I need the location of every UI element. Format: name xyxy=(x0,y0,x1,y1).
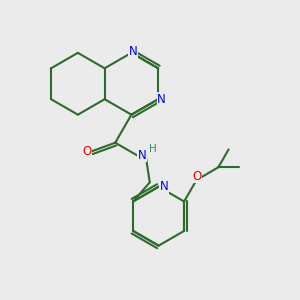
Text: H: H xyxy=(149,145,157,154)
Text: O: O xyxy=(193,170,202,183)
Text: N: N xyxy=(157,93,166,106)
Text: N: N xyxy=(160,180,168,193)
Text: N: N xyxy=(128,45,137,58)
Text: O: O xyxy=(83,145,92,158)
Text: N: N xyxy=(138,149,147,162)
